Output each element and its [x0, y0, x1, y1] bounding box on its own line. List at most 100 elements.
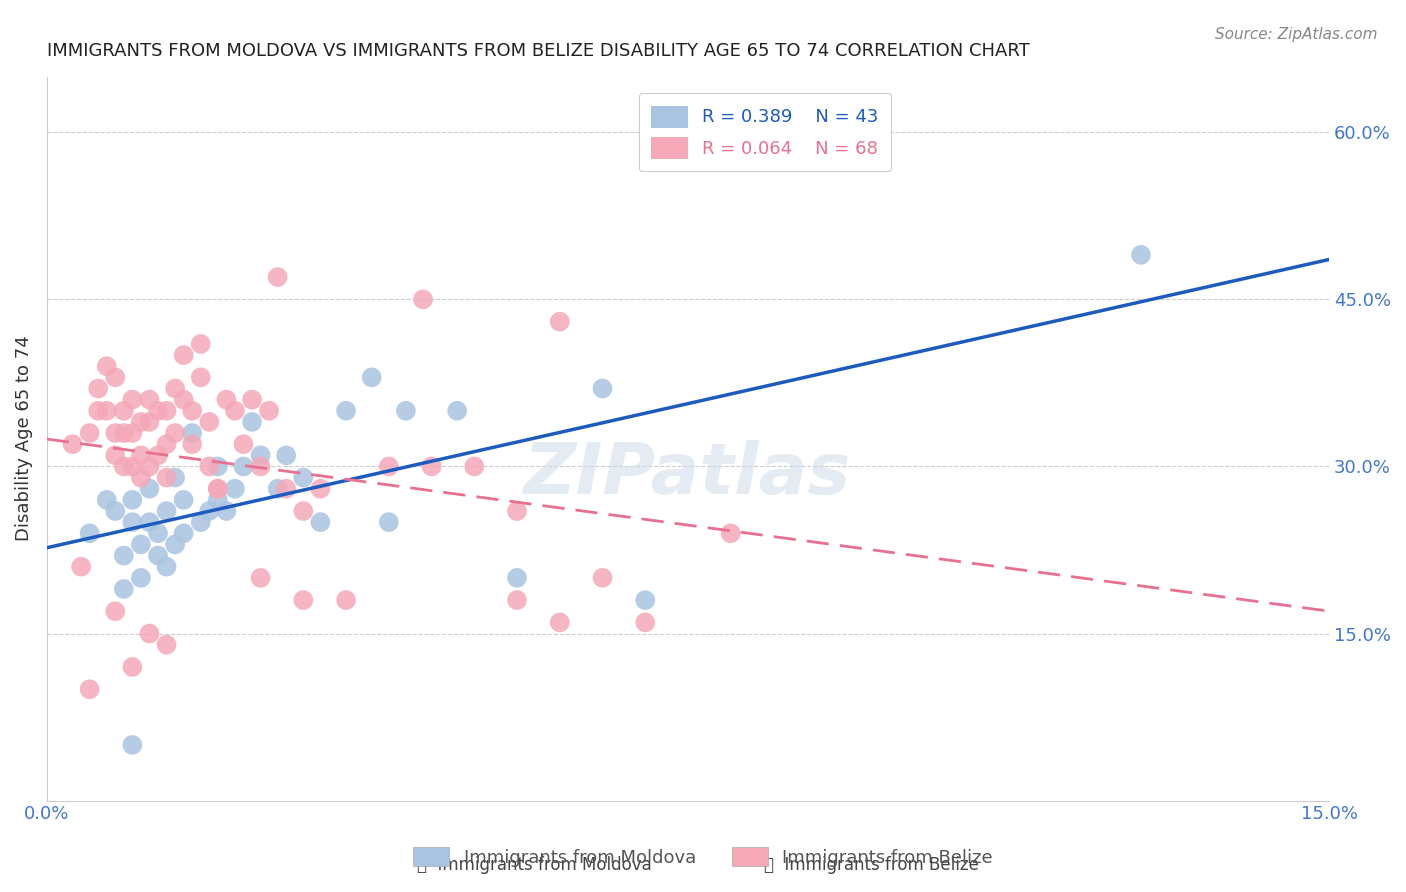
Immigrants from Belize — [215, 392, 238, 407]
Immigrants from Moldova — [198, 504, 221, 518]
Immigrants from Moldova — [121, 515, 143, 529]
Immigrants from Belize — [87, 403, 110, 417]
Immigrants from Belize — [138, 392, 160, 407]
Immigrants from Moldova — [165, 470, 187, 484]
Immigrants from Belize — [249, 571, 271, 585]
Text: IMMIGRANTS FROM MOLDOVA VS IMMIGRANTS FROM BELIZE DISABILITY AGE 65 TO 74 CORREL: IMMIGRANTS FROM MOLDOVA VS IMMIGRANTS FR… — [46, 42, 1029, 60]
Immigrants from Moldova — [173, 526, 195, 541]
Immigrants from Moldova — [104, 504, 127, 518]
Immigrants from Belize — [165, 382, 187, 396]
Immigrants from Belize — [138, 415, 160, 429]
Immigrants from Belize — [190, 370, 212, 384]
Immigrants from Belize — [121, 459, 143, 474]
Immigrants from Belize — [420, 459, 443, 474]
Immigrants from Moldova — [129, 537, 152, 551]
Immigrants from Belize — [276, 482, 298, 496]
Immigrants from Moldova — [292, 470, 315, 484]
Immigrants from Moldova — [112, 549, 135, 563]
Immigrants from Belize — [232, 437, 254, 451]
Immigrants from Belize — [155, 638, 177, 652]
Immigrants from Belize — [70, 559, 93, 574]
Immigrants from Moldova — [446, 403, 468, 417]
Immigrants from Belize — [198, 415, 221, 429]
Immigrants from Belize — [292, 504, 315, 518]
Immigrants from Belize — [506, 593, 529, 607]
Immigrants from Moldova — [155, 559, 177, 574]
Immigrants from Belize — [104, 370, 127, 384]
Immigrants from Moldova — [165, 537, 187, 551]
Immigrants from Belize — [155, 470, 177, 484]
Immigrants from Moldova — [395, 403, 418, 417]
Immigrants from Moldova — [207, 492, 229, 507]
Immigrants from Belize — [121, 660, 143, 674]
Immigrants from Belize — [79, 682, 101, 697]
Immigrants from Moldova — [506, 571, 529, 585]
Immigrants from Moldova — [207, 459, 229, 474]
Immigrants from Belize — [129, 470, 152, 484]
Immigrants from Moldova — [378, 515, 401, 529]
Immigrants from Belize — [548, 315, 571, 329]
Immigrants from Belize — [146, 403, 169, 417]
Immigrants from Moldova — [224, 482, 246, 496]
Immigrants from Belize — [155, 437, 177, 451]
Text: Source: ZipAtlas.com: Source: ZipAtlas.com — [1215, 27, 1378, 42]
Immigrants from Moldova — [634, 593, 657, 607]
Immigrants from Belize — [249, 459, 271, 474]
Immigrants from Belize — [112, 403, 135, 417]
Immigrants from Moldova — [215, 504, 238, 518]
Immigrants from Belize — [257, 403, 280, 417]
Immigrants from Moldova — [592, 382, 614, 396]
Immigrants from Belize — [412, 293, 434, 307]
Immigrants from Belize — [165, 425, 187, 440]
Immigrants from Belize — [266, 270, 288, 285]
Text: ⬜  Immigrants from Belize: ⬜ Immigrants from Belize — [765, 856, 979, 874]
Immigrants from Belize — [463, 459, 485, 474]
Immigrants from Belize — [62, 437, 84, 451]
Immigrants from Belize — [87, 382, 110, 396]
Immigrants from Moldova — [129, 571, 152, 585]
Immigrants from Belize — [190, 337, 212, 351]
Immigrants from Moldova — [266, 482, 288, 496]
Immigrants from Belize — [79, 425, 101, 440]
Immigrants from Moldova — [146, 526, 169, 541]
Immigrants from Belize — [112, 459, 135, 474]
Immigrants from Belize — [138, 459, 160, 474]
Immigrants from Belize — [198, 459, 221, 474]
Immigrants from Belize — [155, 403, 177, 417]
Immigrants from Moldova — [360, 370, 382, 384]
Immigrants from Moldova — [181, 425, 204, 440]
Text: ZIPatlas: ZIPatlas — [524, 441, 852, 509]
Immigrants from Belize — [129, 415, 152, 429]
Immigrants from Moldova — [335, 403, 357, 417]
Immigrants from Belize — [121, 425, 143, 440]
Immigrants from Moldova — [173, 492, 195, 507]
Immigrants from Moldova — [112, 582, 135, 596]
Immigrants from Belize — [173, 392, 195, 407]
Immigrants from Moldova — [121, 492, 143, 507]
Immigrants from Belize — [592, 571, 614, 585]
Immigrants from Belize — [112, 425, 135, 440]
Immigrants from Belize — [96, 403, 118, 417]
Immigrants from Belize — [292, 593, 315, 607]
Immigrants from Belize — [173, 348, 195, 362]
Immigrants from Moldova — [138, 515, 160, 529]
Immigrants from Moldova — [155, 504, 177, 518]
Immigrants from Belize — [96, 359, 118, 374]
Immigrants from Belize — [207, 482, 229, 496]
Immigrants from Belize — [309, 482, 332, 496]
Immigrants from Belize — [104, 604, 127, 618]
Text: ⬜  Immigrants from Moldova: ⬜ Immigrants from Moldova — [418, 856, 651, 874]
Y-axis label: Disability Age 65 to 74: Disability Age 65 to 74 — [15, 335, 32, 541]
Immigrants from Moldova — [276, 448, 298, 462]
Legend: Immigrants from Moldova, Immigrants from Belize: Immigrants from Moldova, Immigrants from… — [406, 840, 1000, 874]
Immigrants from Belize — [104, 448, 127, 462]
Immigrants from Moldova — [96, 492, 118, 507]
Immigrants from Moldova — [138, 482, 160, 496]
Immigrants from Belize — [146, 448, 169, 462]
Immigrants from Moldova — [146, 549, 169, 563]
Immigrants from Moldova — [79, 526, 101, 541]
Immigrants from Belize — [207, 482, 229, 496]
Immigrants from Moldova — [249, 448, 271, 462]
Immigrants from Belize — [224, 403, 246, 417]
Immigrants from Moldova — [190, 515, 212, 529]
